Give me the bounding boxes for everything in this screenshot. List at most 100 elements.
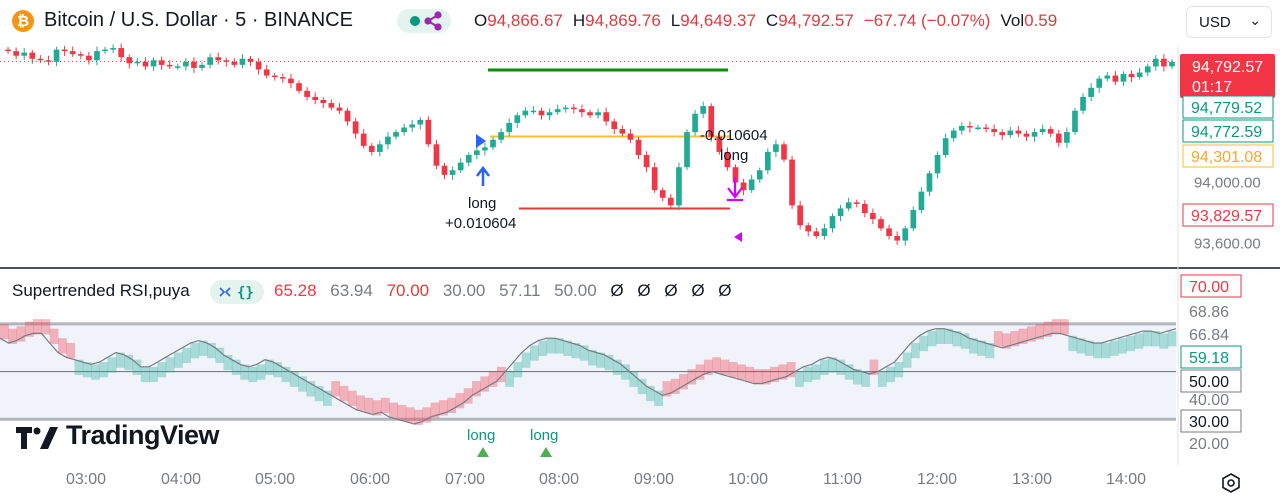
candle-body [288, 78, 294, 84]
ohlc-open-key: O [474, 11, 488, 30]
exit-arrow-icon [727, 177, 743, 202]
candle-body [676, 167, 682, 206]
indicator-pill[interactable] [397, 9, 451, 33]
supertrend-fill [82, 362, 92, 378]
candle-body [1015, 130, 1022, 134]
supertrend-fill [1167, 331, 1177, 347]
tradingview-logo-text: TradingView [66, 420, 220, 450]
currency-select[interactable]: USD ⌄ [1186, 6, 1272, 38]
candle-body [77, 54, 84, 56]
candle-body [271, 75, 278, 78]
candle-body [861, 203, 868, 214]
supertrend-fill [1018, 328, 1028, 344]
candle-body [1072, 110, 1078, 133]
candle-body [983, 127, 989, 130]
supertrend-fill [621, 364, 630, 380]
candle-body [328, 103, 335, 108]
candle-body [183, 61, 189, 67]
supertrend-fill [745, 366, 755, 383]
candle-body [942, 138, 949, 155]
ind-val-6: 50.00 [554, 281, 597, 300]
supertrend-fill [74, 359, 84, 375]
supertrend-fill [0, 323, 9, 340]
candle-body [789, 159, 795, 206]
supertrend-fill [16, 326, 26, 342]
supertrend-fill [356, 395, 365, 411]
time-tick-2: 05:00 [255, 471, 295, 488]
supertrend-fill [248, 366, 258, 383]
rsi-long-marker-1 [540, 447, 552, 457]
indicator-pill-2[interactable]: {} [210, 280, 264, 304]
ohlc-high: 94,869.76 [585, 11, 661, 30]
candle-body [1047, 129, 1054, 134]
ind-val-9: Ø [664, 281, 678, 300]
supertrend-fill [869, 359, 879, 375]
symbol-title[interactable]: Bitcoin / U.S. Dollar · 5 · BINANCE [44, 9, 353, 31]
supertrend-fill [1002, 333, 1011, 349]
supertrend-fill [207, 342, 216, 359]
candle-body [1169, 61, 1175, 67]
candle-body [603, 112, 609, 122]
candle-body [401, 127, 407, 133]
time-tick-3: 06:00 [350, 471, 390, 488]
supertrend-fill [1010, 331, 1020, 347]
price-label-1-box [1182, 95, 1274, 119]
supertrend-fill [231, 359, 241, 375]
rsi-axis-label-1: 68.86 [1189, 304, 1229, 321]
time-tick-7: 10:00 [728, 471, 768, 488]
ohlc-low-key: L [670, 11, 681, 30]
candle-body [118, 48, 125, 58]
candle-body [191, 61, 197, 68]
ind-val-1: 65.28 [274, 281, 317, 300]
candle-body [667, 197, 674, 206]
ind-val-5: 57.11 [499, 281, 541, 300]
candle-body [69, 51, 76, 55]
candle-body [611, 121, 618, 130]
indicator-title[interactable]: Supertrended RSI,puya [12, 281, 190, 300]
supertrend-fill [1093, 342, 1102, 359]
supertrend-fill [364, 397, 374, 414]
supertrend-fill [115, 352, 125, 368]
supertrend-fill [132, 359, 142, 375]
candle-body [546, 112, 553, 116]
supertrend-fill [1060, 319, 1069, 335]
candle-body [344, 110, 351, 122]
supertrend-fill [803, 366, 813, 383]
candle-body [86, 55, 92, 61]
time-tick-6: 09:00 [634, 471, 674, 488]
candle-body [393, 132, 399, 137]
ohlc-high-key: H [572, 11, 586, 30]
supertrend-fill [521, 352, 531, 368]
supertrend-fill [397, 404, 407, 421]
supertrend-fill [273, 362, 283, 378]
supertrend-fill [944, 328, 953, 344]
candle-body [514, 115, 521, 123]
candle-body [813, 231, 820, 236]
time-tick-10: 13:00 [1012, 471, 1052, 488]
rsi-long-label-1: long [530, 427, 558, 444]
supertrend-fill [910, 342, 920, 359]
candle-body [320, 100, 327, 104]
candle-body [1120, 74, 1127, 82]
gear-icon[interactable] [1220, 472, 1242, 494]
supertrend-fill [306, 381, 316, 397]
time-tick-9: 12:00 [917, 471, 957, 488]
indicator-values: 65.28 63.94 70.00 30.00 57.11 50.00 Ø Ø … [274, 281, 741, 301]
tradingview-logo[interactable]: TradingView [16, 420, 220, 451]
candle-body [999, 132, 1006, 136]
candle-body [651, 167, 658, 191]
supertrend-fill [836, 359, 846, 375]
supertrend-fill [165, 357, 175, 373]
supertrend-fill [1151, 331, 1160, 347]
candle-body [174, 66, 181, 68]
candle-body [587, 112, 593, 116]
rsi-axis-label-6-box [1180, 409, 1242, 433]
supertrend-fill [1035, 323, 1044, 340]
supertrend-fill [380, 397, 390, 414]
supertrend-fill [372, 400, 382, 416]
candle-body [199, 64, 205, 68]
rsi-axis-label-0: 70.00 [1189, 279, 1229, 296]
price-label-1: 94,779.52 [1191, 100, 1262, 117]
candle-body [950, 130, 957, 139]
